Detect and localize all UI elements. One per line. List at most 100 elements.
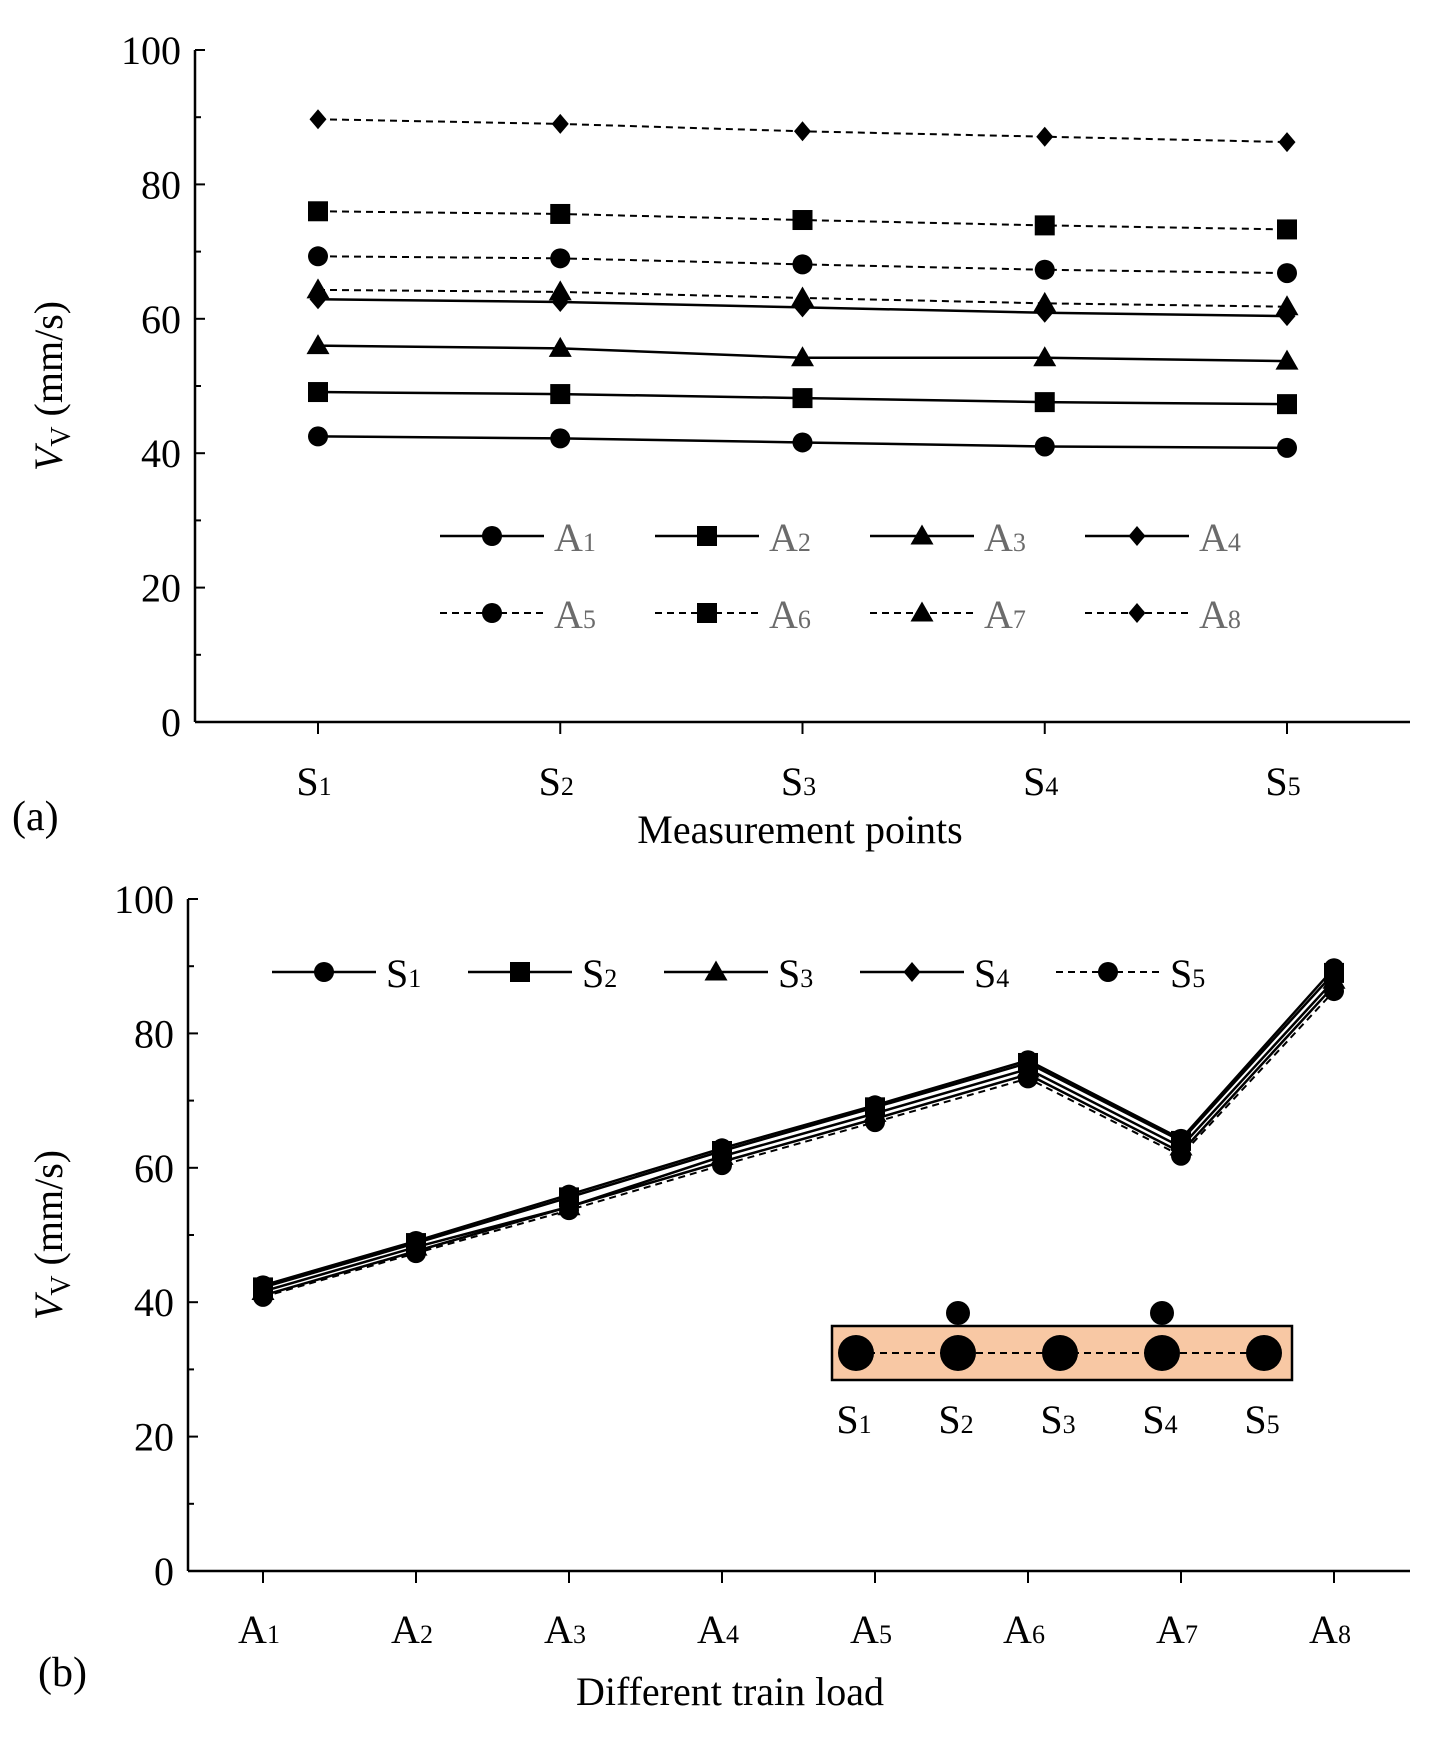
legend: A1 A2 A3 A4 A5 A6 A7 A8 (440, 515, 1241, 637)
legend-marker (697, 526, 717, 546)
x-tick-label: A6 (1003, 1607, 1045, 1652)
x-tick-label: S3 (781, 759, 816, 804)
legend-marker (510, 962, 530, 982)
data-point (791, 346, 814, 367)
legend-label: A3 (984, 515, 1026, 560)
legend-marker (482, 526, 502, 546)
x-tick-label: A5 (850, 1607, 892, 1652)
inset-point (940, 1335, 976, 1371)
legend-marker (314, 962, 334, 982)
y-tick-label: 40 (141, 431, 181, 476)
x-tick-label: S5 (1265, 759, 1300, 804)
y-tick-label: 0 (154, 1549, 174, 1594)
legend-entry: A7 (870, 592, 1026, 637)
legend-marker (697, 603, 717, 623)
legend-label: S4 (974, 951, 1009, 996)
series-a7 (306, 278, 1299, 316)
data-point (792, 210, 813, 231)
y-tick-label: 100 (114, 877, 174, 922)
legend-label: S1 (386, 951, 421, 996)
data-point (1034, 436, 1055, 457)
inset-point (838, 1335, 874, 1371)
data-point (1033, 291, 1057, 312)
y-tick-label: 60 (141, 297, 181, 342)
legend-label: A4 (1199, 515, 1241, 560)
legend-label: A5 (554, 592, 596, 637)
inset-label: S4 (1142, 1397, 1177, 1442)
inset-raised-point (946, 1301, 970, 1325)
data-point (559, 1200, 579, 1221)
data-point (712, 1155, 732, 1176)
legend-entry: S3 (664, 951, 813, 996)
x-tick-label: S2 (539, 759, 574, 804)
x-tick-label: S1 (296, 759, 331, 804)
series-s5 (253, 981, 1344, 1307)
data-point (1034, 259, 1055, 280)
legend-entry: S5 (1056, 951, 1205, 996)
data-point (1277, 263, 1297, 284)
inset-point (1246, 1335, 1282, 1371)
inset-label: S1 (836, 1397, 871, 1442)
legend-label: S5 (1170, 951, 1205, 996)
x-axis-title: Measurement points (637, 807, 963, 852)
legend-entry: A5 (440, 592, 596, 637)
legend-entry: A1 (440, 515, 596, 560)
legend-marker (910, 601, 934, 622)
y-axis-title: VV (mm/s) (26, 1150, 77, 1320)
data-point (1033, 346, 1057, 367)
data-point (1277, 437, 1297, 458)
y-axis-title: VV (mm/s) (26, 301, 77, 471)
series-line (262, 990, 1335, 1298)
x-axis-title: Different train load (576, 1669, 884, 1714)
data-point (792, 432, 813, 453)
inset-schematic: S1 S2 S3 S4 S5 (830, 1301, 1294, 1442)
y-tick-label: 60 (134, 1146, 174, 1191)
legend-marker (1098, 962, 1118, 982)
data-point (1275, 295, 1299, 316)
inset-point (1144, 1335, 1180, 1371)
data-point (308, 246, 328, 267)
x-tick-label: A7 (1156, 1607, 1198, 1652)
legend-entry: A2 (655, 515, 811, 560)
data-point (306, 278, 330, 299)
series-line (262, 979, 1335, 1293)
inset-label: S2 (938, 1397, 973, 1442)
legend-entry: A4 (1085, 515, 1241, 560)
x-tick-label: A2 (391, 1607, 433, 1652)
data-point (1277, 219, 1297, 240)
legend-entry: A6 (655, 592, 811, 637)
data-point (1324, 981, 1344, 1002)
legend-label: A7 (984, 592, 1026, 637)
y-tick-label: 20 (141, 566, 181, 611)
legend-label: A6 (769, 592, 811, 637)
data-point (1275, 349, 1299, 370)
legend-label: A1 (554, 515, 596, 560)
data-point (308, 201, 328, 222)
inset-label: S5 (1244, 1397, 1279, 1442)
data-point (253, 1286, 273, 1307)
series-line (262, 967, 1335, 1287)
data-point (406, 1243, 426, 1264)
data-point (1034, 392, 1055, 413)
y-tick-label: 0 (161, 700, 181, 745)
y-tick-label: 80 (141, 162, 181, 207)
data-point (548, 336, 572, 357)
series-a1 (308, 426, 1297, 458)
data-point (1277, 394, 1297, 415)
y-tick-label: 20 (134, 1415, 174, 1460)
panel-a-chart: 0 20 40 60 80 100 S1 S2 S3 S4 S5 Measurement points… (12, 28, 1410, 852)
legend: S1 S2 S3 S4 S5 (272, 951, 1205, 996)
data-point (1018, 1068, 1038, 1089)
data-point (550, 428, 571, 449)
data-point (309, 109, 327, 130)
legend-marker (910, 524, 934, 545)
legend-marker (903, 962, 921, 982)
data-point (1036, 126, 1054, 147)
panel-b-chart: 0 20 40 60 80 100 A1 A2 A3 A4 A5 A6 A7 A8 Different tr… (26, 877, 1410, 1714)
data-point (1278, 132, 1296, 153)
series-line (262, 972, 1335, 1289)
x-tick-label: A1 (238, 1607, 280, 1652)
data-point (794, 121, 811, 142)
data-point (792, 254, 813, 275)
